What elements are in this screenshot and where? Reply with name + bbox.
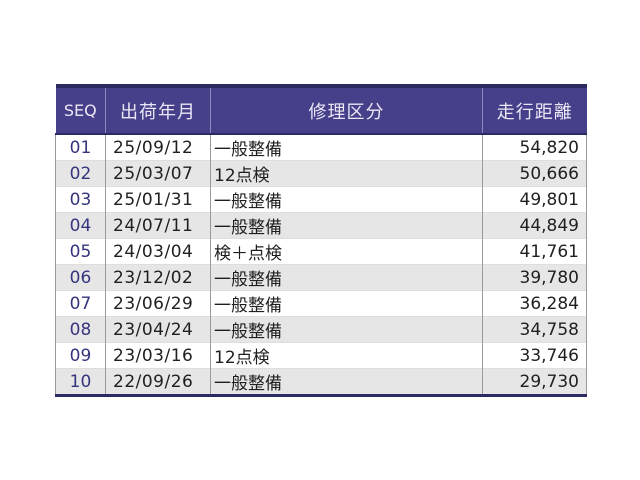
cell-ship-date: 25/03/07: [105, 160, 211, 187]
cell-ship-date: 23/12/02: [105, 264, 211, 291]
cell-ship-date: 23/04/24: [105, 316, 211, 343]
cell-ship-date: 24/03/04: [105, 238, 211, 265]
cell-ship-date: 22/09/26: [105, 368, 211, 397]
cell-mileage: 44,849: [482, 212, 587, 239]
cell-ship-date: 23/03/16: [105, 342, 211, 369]
cell-mileage: 39,780: [482, 264, 587, 291]
cell-repair-type: 一般整備: [210, 290, 483, 317]
cell-seq: 01: [55, 134, 106, 161]
repair-history-table: SEQ 出荷年月 修理区分 走行距離 01 25/09/12 一般整備 54,820 0…: [55, 84, 587, 397]
column-header-repair-type: 修理区分: [210, 84, 483, 135]
cell-repair-type: 12点検: [210, 160, 483, 187]
table-row: 04 24/07/11 一般整備 44,849: [55, 212, 587, 239]
cell-repair-type: 一般整備: [210, 316, 483, 343]
cell-ship-date: 25/09/12: [105, 134, 211, 161]
table-row: 10 22/09/26 一般整備 29,730: [55, 368, 587, 397]
cell-repair-type: 一般整備: [210, 368, 483, 397]
table-row: 08 23/04/24 一般整備 34,758: [55, 316, 587, 343]
cell-repair-type: 一般整備: [210, 212, 483, 239]
table-row: 09 23/03/16 12点検 33,746: [55, 342, 587, 369]
table-row: 05 24/03/04 検＋点検 41,761: [55, 238, 587, 265]
cell-mileage: 34,758: [482, 316, 587, 343]
table-row: 07 23/06/29 一般整備 36,284: [55, 290, 587, 317]
column-header-mileage: 走行距離: [482, 84, 587, 135]
cell-seq: 08: [55, 316, 106, 343]
cell-seq: 10: [55, 368, 106, 397]
table-row: 01 25/09/12 一般整備 54,820: [55, 134, 587, 161]
cell-repair-type: 12点検: [210, 342, 483, 369]
cell-mileage: 54,820: [482, 134, 587, 161]
table-row: 02 25/03/07 12点検 50,666: [55, 160, 587, 187]
cell-seq: 04: [55, 212, 106, 239]
column-header-seq: SEQ: [55, 84, 106, 135]
cell-repair-type: 一般整備: [210, 134, 483, 161]
cell-repair-type: 一般整備: [210, 264, 483, 291]
cell-seq: 09: [55, 342, 106, 369]
table-body: 01 25/09/12 一般整備 54,820 02 25/03/07 12点検 50,666…: [55, 134, 587, 397]
cell-mileage: 33,746: [482, 342, 587, 369]
cell-seq: 07: [55, 290, 106, 317]
cell-ship-date: 23/06/29: [105, 290, 211, 317]
cell-mileage: 50,666: [482, 160, 587, 187]
column-header-ship-date: 出荷年月: [105, 84, 211, 135]
cell-mileage: 41,761: [482, 238, 587, 265]
cell-mileage: 49,801: [482, 186, 587, 213]
header-row: SEQ 出荷年月 修理区分 走行距離: [55, 84, 587, 135]
table-row: 06 23/12/02 一般整備 39,780: [55, 264, 587, 291]
cell-mileage: 29,730: [482, 368, 587, 397]
cell-ship-date: 24/07/11: [105, 212, 211, 239]
cell-mileage: 36,284: [482, 290, 587, 317]
cell-seq: 06: [55, 264, 106, 291]
cell-ship-date: 25/01/31: [105, 186, 211, 213]
table-row: 03 25/01/31 一般整備 49,801: [55, 186, 587, 213]
cell-seq: 05: [55, 238, 106, 265]
cell-repair-type: 一般整備: [210, 186, 483, 213]
cell-seq: 03: [55, 186, 106, 213]
cell-repair-type: 検＋点検: [210, 238, 483, 265]
cell-seq: 02: [55, 160, 106, 187]
